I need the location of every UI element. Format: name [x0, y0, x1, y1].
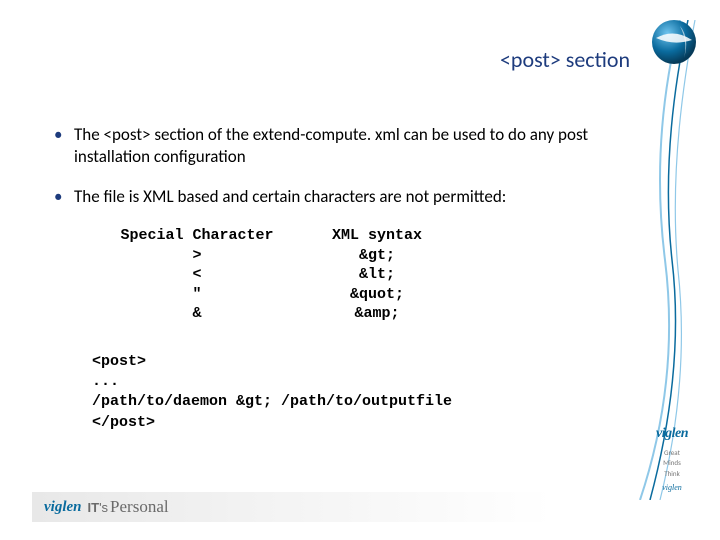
code-line: </post> — [92, 413, 610, 433]
table-row: & &amp; — [92, 304, 610, 324]
bullet-item: The file is XML based and certain charac… — [50, 186, 610, 208]
page-title: <post> section — [500, 46, 630, 73]
table-cell: &amp; — [302, 304, 452, 324]
table-cell: > — [92, 246, 302, 266]
table-header-row: Special Character XML syntax — [92, 226, 610, 246]
brand-tagline: Great Minds Think — [642, 448, 702, 479]
footer-bar: viglen IT's Personal — [32, 492, 552, 522]
globe-logo-icon — [650, 18, 698, 66]
table-cell: &lt; — [302, 265, 452, 285]
table-cell: &quot; — [302, 285, 452, 305]
table-row: " &quot; — [92, 285, 610, 305]
footer-personal-text: Personal — [110, 497, 169, 517]
bullet-item: The <post> section of the extend-compute… — [50, 124, 610, 168]
brand-mini-logo: viglen — [642, 483, 702, 492]
xml-entity-table: Special Character XML syntax > &gt; < &l… — [92, 226, 610, 324]
table-cell: < — [92, 265, 302, 285]
content-area: The <post> section of the extend-compute… — [50, 124, 610, 433]
table-row: > &gt; — [92, 246, 610, 266]
table-header: Special Character — [92, 226, 302, 246]
code-example: <post> ... /path/to/daemon &gt; /path/to… — [92, 352, 610, 433]
tagline-word: Think — [642, 469, 702, 479]
footer-it-text: IT's — [88, 500, 109, 515]
table-cell: &gt; — [302, 246, 452, 266]
footer-brand-name: viglen — [44, 499, 82, 516]
code-line: <post> — [92, 352, 610, 372]
table-header: XML syntax — [302, 226, 452, 246]
code-line: ... — [92, 372, 610, 392]
bullet-list: The <post> section of the extend-compute… — [50, 124, 610, 208]
brand-logo-text: viglen — [642, 426, 702, 442]
sidebar-brand: viglen Great Minds Think viglen — [642, 426, 702, 492]
tagline-word: Great — [642, 448, 702, 458]
table-row: < &lt; — [92, 265, 610, 285]
table-cell: " — [92, 285, 302, 305]
tagline-word: Minds — [642, 458, 702, 468]
code-line: /path/to/daemon &gt; /path/to/outputfile — [92, 392, 610, 412]
table-cell: & — [92, 304, 302, 324]
